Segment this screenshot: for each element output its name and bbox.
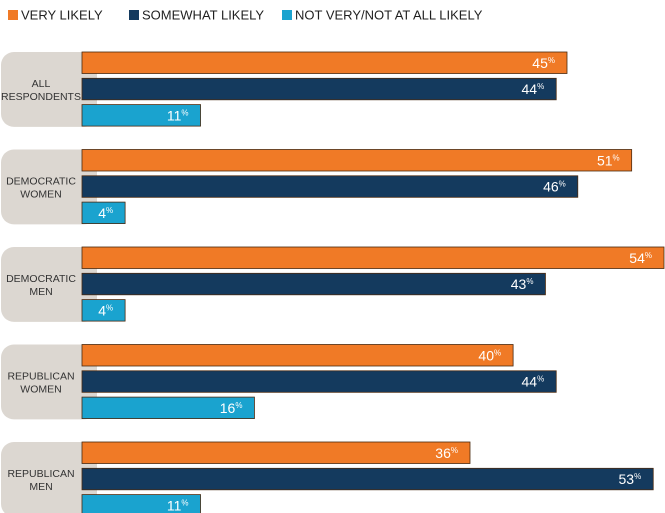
bar-2-2 <box>81 299 126 322</box>
bar-4-1 <box>81 467 654 491</box>
category-label-0-0: ALL <box>32 78 51 90</box>
category-label-0-1: RESPONDENTS <box>1 91 81 103</box>
category-tab-0 <box>1 52 97 127</box>
bar-0-2 <box>81 104 201 127</box>
bar-4-0 <box>81 441 471 464</box>
bar-3-2 <box>81 396 255 420</box>
legend-swatch-0 <box>8 10 18 20</box>
bars: 45%44%11%51%46%4%54%43%4%40%44%16%36%53%… <box>81 51 665 513</box>
category-label-2-1: MEN <box>29 286 52 298</box>
category-label-3-0: REPUBLICAN <box>7 370 74 382</box>
bar-2-0 <box>81 246 665 269</box>
category-label-1-0: DEMOCRATIC <box>6 175 76 187</box>
bar-4-2 <box>81 494 201 513</box>
bar-1-1 <box>81 175 579 198</box>
category-tab-1 <box>1 149 97 225</box>
bar-3-1 <box>81 370 557 393</box>
bar-0-0 <box>81 51 568 74</box>
category-label-2-0: DEMOCRATIC <box>6 273 76 285</box>
category-tab-3 <box>1 344 97 420</box>
category-label-4-1: MEN <box>29 481 52 493</box>
legend-swatch-2 <box>282 10 292 20</box>
legend: VERY LIKELY SOMEWHAT LIKELY NOT VERY/NOT A… <box>8 8 483 23</box>
legend-swatch-1 <box>129 10 139 20</box>
bar-0-1 <box>81 77 557 101</box>
category-label-1-1: WOMEN <box>20 188 61 200</box>
category-groups: ALLRESPONDENTSDEMOCRATICWOMENDEMOCRATICM… <box>1 52 97 513</box>
category-tab-4 <box>1 442 97 513</box>
category-label-4-0: REPUBLICAN <box>7 468 74 480</box>
bar-2-1 <box>81 272 546 296</box>
category-label-3-1: WOMEN <box>20 383 61 395</box>
bar-1-0 <box>81 149 633 172</box>
bar-3-0 <box>81 344 514 367</box>
legend-label-2: NOT VERY/NOT AT ALL LIKELY <box>295 8 483 23</box>
category-tab-2 <box>1 247 97 322</box>
legend-label-0: VERY LIKELY <box>21 8 103 23</box>
legend-label-1: SOMEWHAT LIKELY <box>142 8 264 23</box>
bar-1-2 <box>81 201 126 225</box>
